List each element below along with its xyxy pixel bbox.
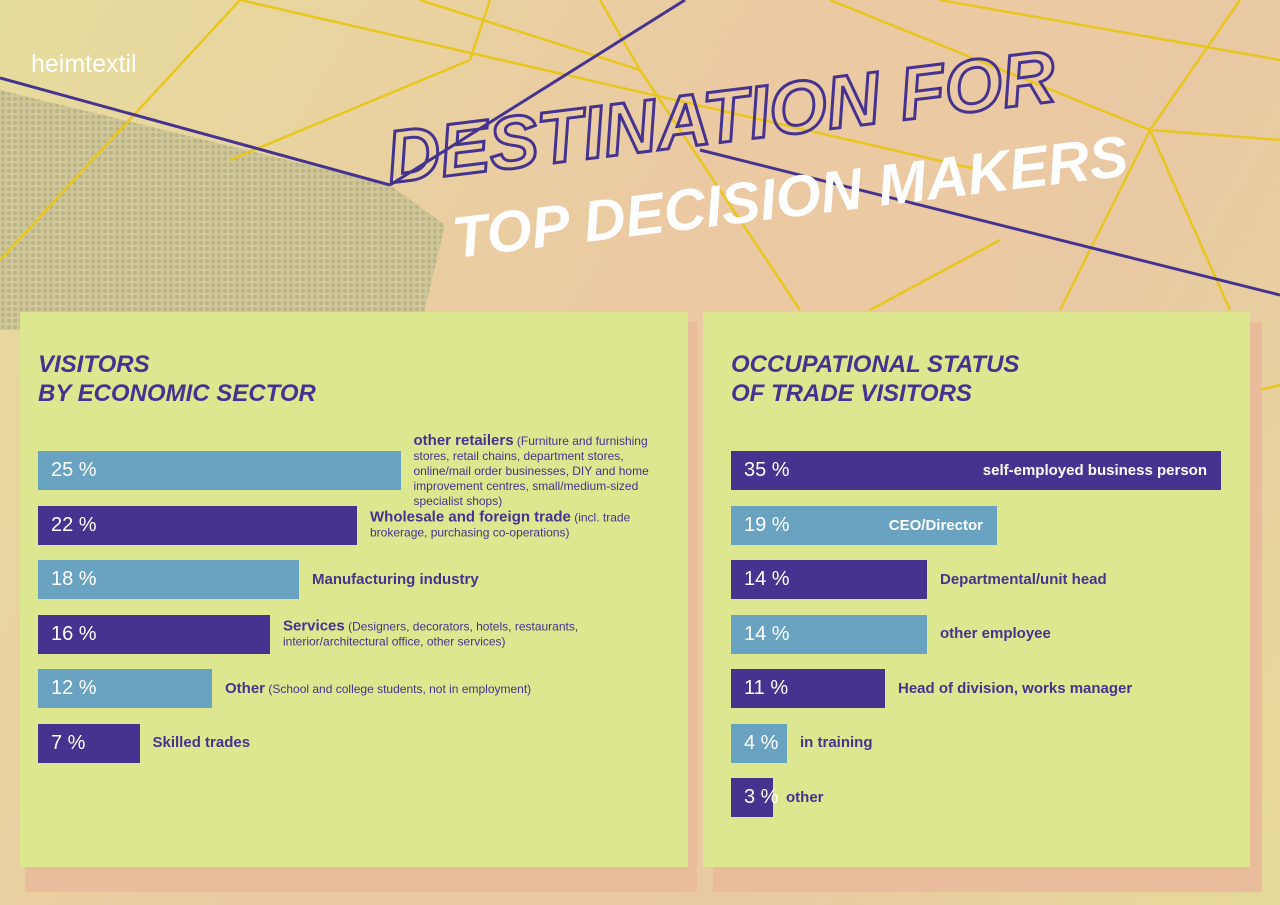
category-note: (incl. trade brokerage, purchasing co-op… [370, 510, 631, 540]
bar [731, 614, 927, 654]
brand: heimtextil [31, 50, 137, 78]
category-label-box: Head of division, works manager [898, 681, 1225, 697]
bar [38, 614, 270, 654]
value-label: 12 % [51, 677, 97, 699]
title-line: OCCUPATIONAL STATUS [731, 351, 1020, 378]
value-label: 4 % [744, 731, 779, 754]
bar [731, 451, 1221, 490]
bar [731, 505, 997, 545]
value-label: 7 % [51, 731, 86, 754]
value-label: 25 % [51, 459, 97, 481]
bar [38, 505, 357, 545]
textile-swatch [0, 90, 445, 330]
category-label: Skilled trades [152, 734, 251, 751]
category-label: self-employed business person [982, 462, 1207, 479]
category-label: CEO/Director [888, 516, 983, 534]
value-label: 35 % [744, 459, 790, 481]
value-label: 18 % [51, 568, 97, 590]
category-label-box: other employee [940, 626, 1225, 642]
category-label-box: Departmental/unit head [940, 572, 1225, 588]
bar [731, 669, 885, 708]
value-label: 14 % [744, 568, 790, 590]
bar [38, 669, 212, 708]
value-label: 22 % [51, 513, 97, 536]
title-line: BY ECONOMIC SECTOR [38, 380, 316, 407]
category-label-box: in training [800, 735, 1225, 751]
category-label: Services [283, 617, 345, 635]
category-label: Other [225, 679, 266, 697]
category-label-box: Services (Designers, decorators, hotels,… [283, 619, 680, 650]
bar [38, 723, 140, 763]
category-label: other employee [940, 625, 1051, 642]
category-label-box: Manufacturing industry [312, 572, 680, 588]
chart-title: VISITORS BY ECONOMIC SECTOR [38, 350, 316, 408]
category-label: Departmental/unit head [940, 570, 1107, 588]
value-label: 14 % [744, 622, 790, 645]
bar [731, 778, 773, 817]
bar [731, 723, 787, 763]
value-label: 11 % [744, 677, 789, 699]
category-note: (Furniture and furnishing stores, retail… [413, 433, 649, 508]
category-label: Head of division, works manager [898, 679, 1133, 697]
bar [38, 451, 401, 490]
category-label-box: other retailers (Furniture and furnishin… [414, 433, 681, 509]
accent-lines [0, 0, 1280, 297]
category-label: other retailers [413, 431, 514, 449]
bar [731, 560, 927, 599]
title-line: OF TRADE VISITORS [731, 380, 972, 407]
bar [38, 560, 299, 599]
category-label: other [786, 788, 824, 806]
category-label-box: Skilled trades [153, 735, 681, 751]
chart-title: OCCUPATIONAL STATUS OF TRADE VISITORS [731, 350, 1019, 408]
category-label-box: other [786, 790, 1225, 806]
category-label-box: Wholesale and foreign trade (incl. trade… [370, 510, 680, 541]
title-line: VISITORS [38, 351, 150, 378]
value-label: 16 % [51, 622, 97, 645]
category-label: Wholesale and foreign trade [370, 508, 571, 526]
category-label: Manufacturing industry [312, 570, 479, 588]
category-note: (Designers, decorators, hotels, restaura… [283, 619, 579, 649]
category-note: (School and college students, not in emp… [268, 681, 532, 696]
category-label-box: Other (School and college students, not … [225, 681, 680, 697]
value-label: 3 % [744, 786, 779, 808]
value-label: 19 % [744, 513, 790, 536]
category-label: in training [800, 734, 873, 751]
